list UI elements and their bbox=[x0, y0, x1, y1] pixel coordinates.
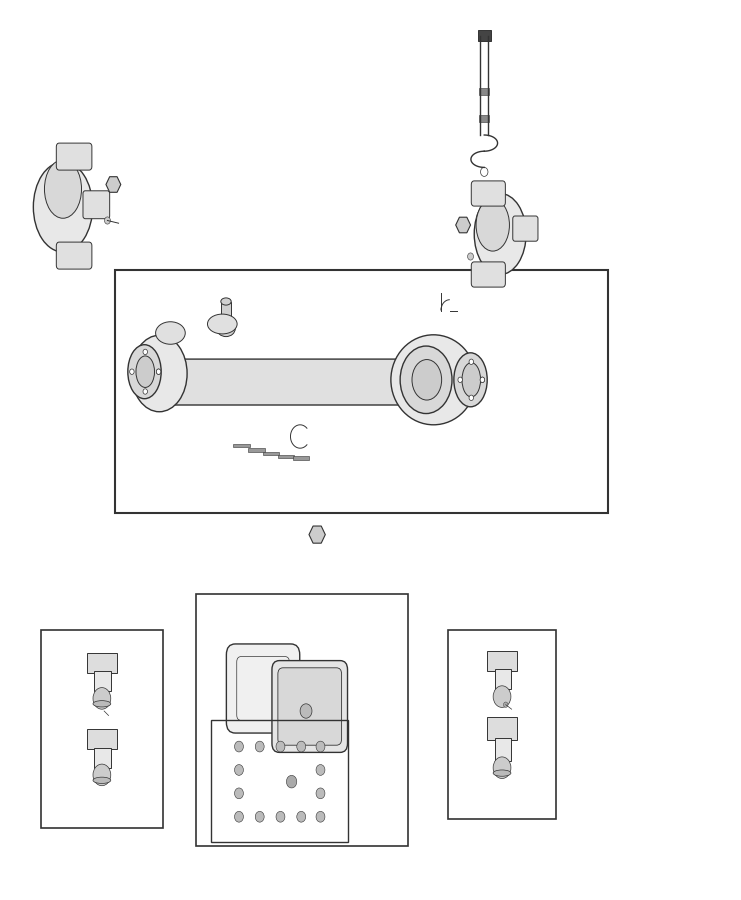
Circle shape bbox=[234, 788, 243, 799]
Ellipse shape bbox=[453, 353, 488, 407]
Circle shape bbox=[143, 349, 147, 355]
Ellipse shape bbox=[391, 335, 476, 425]
Bar bbox=[293, 456, 309, 460]
FancyBboxPatch shape bbox=[172, 359, 421, 405]
Circle shape bbox=[286, 775, 296, 788]
Circle shape bbox=[156, 369, 161, 374]
Circle shape bbox=[234, 812, 243, 823]
Ellipse shape bbox=[127, 345, 162, 399]
Ellipse shape bbox=[93, 700, 111, 707]
Circle shape bbox=[143, 389, 147, 394]
Circle shape bbox=[316, 764, 325, 775]
Bar bbox=[448, 630, 556, 819]
Ellipse shape bbox=[476, 199, 510, 251]
Bar bbox=[479, 115, 489, 122]
FancyBboxPatch shape bbox=[272, 661, 348, 752]
Circle shape bbox=[469, 395, 473, 400]
Circle shape bbox=[93, 764, 111, 786]
Circle shape bbox=[93, 688, 111, 709]
Ellipse shape bbox=[207, 314, 237, 334]
FancyBboxPatch shape bbox=[56, 143, 92, 170]
Ellipse shape bbox=[221, 298, 231, 305]
Circle shape bbox=[504, 702, 508, 707]
Bar bbox=[95, 671, 111, 691]
Circle shape bbox=[156, 369, 161, 374]
Bar bbox=[87, 729, 117, 749]
Circle shape bbox=[480, 377, 485, 382]
Circle shape bbox=[480, 377, 485, 382]
Circle shape bbox=[494, 757, 511, 778]
Ellipse shape bbox=[412, 360, 442, 400]
Bar bbox=[488, 651, 516, 670]
Bar bbox=[196, 594, 408, 846]
Bar bbox=[115, 270, 608, 513]
Bar bbox=[478, 30, 491, 41]
FancyBboxPatch shape bbox=[227, 644, 299, 733]
Bar bbox=[41, 630, 163, 828]
Circle shape bbox=[468, 253, 473, 260]
Bar bbox=[278, 454, 294, 458]
Bar bbox=[495, 669, 511, 689]
Ellipse shape bbox=[93, 777, 111, 783]
Circle shape bbox=[104, 217, 110, 224]
Circle shape bbox=[316, 812, 325, 823]
Circle shape bbox=[469, 359, 473, 364]
Circle shape bbox=[296, 812, 306, 823]
Ellipse shape bbox=[156, 322, 185, 344]
Bar bbox=[211, 720, 348, 842]
Circle shape bbox=[300, 704, 312, 718]
FancyBboxPatch shape bbox=[83, 191, 110, 219]
Circle shape bbox=[130, 369, 134, 374]
Circle shape bbox=[234, 742, 243, 752]
Ellipse shape bbox=[33, 162, 93, 252]
Ellipse shape bbox=[400, 346, 452, 414]
Circle shape bbox=[255, 812, 264, 823]
FancyBboxPatch shape bbox=[471, 181, 505, 206]
FancyBboxPatch shape bbox=[471, 262, 505, 287]
Ellipse shape bbox=[216, 320, 235, 337]
Ellipse shape bbox=[462, 363, 480, 397]
Bar bbox=[263, 452, 279, 455]
Bar bbox=[233, 444, 250, 447]
Circle shape bbox=[276, 812, 285, 823]
Bar bbox=[87, 653, 117, 673]
Circle shape bbox=[458, 377, 462, 382]
Circle shape bbox=[494, 686, 511, 707]
Circle shape bbox=[316, 788, 325, 799]
Circle shape bbox=[234, 764, 243, 775]
Bar bbox=[95, 748, 111, 768]
Ellipse shape bbox=[494, 770, 511, 776]
Ellipse shape bbox=[136, 356, 154, 388]
Bar bbox=[248, 448, 265, 452]
Circle shape bbox=[276, 742, 285, 752]
Ellipse shape bbox=[44, 160, 82, 219]
Bar bbox=[479, 88, 489, 94]
Bar bbox=[495, 738, 511, 760]
Circle shape bbox=[296, 742, 306, 752]
Ellipse shape bbox=[132, 336, 187, 412]
Ellipse shape bbox=[474, 194, 526, 274]
Circle shape bbox=[480, 167, 488, 176]
FancyBboxPatch shape bbox=[56, 242, 92, 269]
FancyBboxPatch shape bbox=[513, 216, 538, 241]
Bar bbox=[488, 717, 516, 740]
Bar bbox=[221, 302, 231, 328]
Circle shape bbox=[316, 742, 325, 752]
Circle shape bbox=[255, 742, 264, 752]
FancyBboxPatch shape bbox=[278, 668, 342, 745]
